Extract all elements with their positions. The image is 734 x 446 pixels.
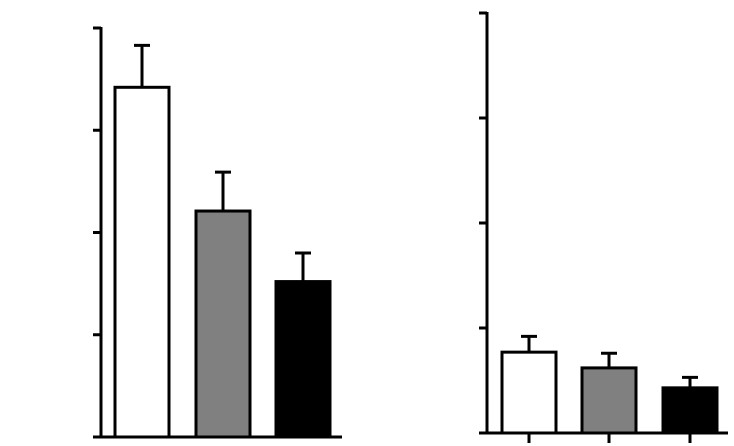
left-bar-chart xyxy=(93,26,342,439)
bar-1 xyxy=(194,209,252,439)
bar-0 xyxy=(500,350,558,435)
bar-0 xyxy=(113,85,171,439)
right-bar-chart xyxy=(479,11,728,443)
bar-1 xyxy=(580,366,638,435)
error-bar-2 xyxy=(295,251,311,282)
error-bar-0 xyxy=(521,334,537,353)
bar-2 xyxy=(661,386,719,435)
bar-2 xyxy=(274,280,332,439)
error-bar-0 xyxy=(134,43,150,88)
error-bar-2 xyxy=(682,375,698,388)
error-bar-1 xyxy=(215,170,231,212)
error-bar-1 xyxy=(601,351,617,368)
